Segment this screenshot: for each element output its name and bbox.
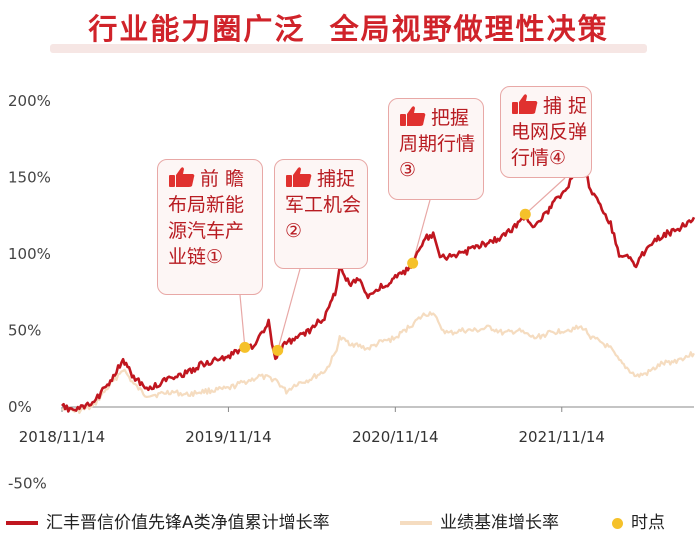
annotation-3-line-3: ③: [399, 159, 417, 181]
legend-item-fund: 汇丰晋信价值先锋A类净值累计增长率: [6, 508, 330, 538]
annotation-1-line-2: 布局新能: [168, 194, 245, 216]
y-tick-label: 0%: [8, 398, 32, 416]
legend-swatch-fund: [6, 521, 38, 525]
legend-swatch-benchmark: [400, 521, 432, 525]
annotation-2: 捕捉 军工机会 ②: [274, 159, 368, 269]
x-tick-label: 2020/11/14: [352, 428, 438, 446]
y-tick-label: 200%: [8, 92, 51, 110]
y-tick-label: 100%: [8, 245, 51, 263]
time-point-marker: [519, 208, 531, 220]
legend-item-markers: 时点: [612, 508, 665, 538]
series-benchmark-line: [61, 311, 695, 414]
headline-underline: [50, 44, 647, 53]
annotation-2-line-1: 捕捉: [317, 168, 356, 190]
time-point-marker: [239, 341, 251, 353]
legend-swatch-markers: [612, 517, 623, 529]
annotation-1: 前 瞻 布局新能 源汽车产 业链①: [157, 159, 263, 295]
thumbs-up-icon: [286, 167, 312, 187]
annotation-4-line-3: 行情④: [511, 147, 567, 169]
time-point-markers: [239, 208, 531, 356]
annotation-guide-line: [524, 177, 566, 215]
annotation-1-line-1: 前 瞻: [200, 168, 245, 190]
legend-item-benchmark: 业绩基准增长率: [400, 508, 559, 538]
legend-label-fund: 汇丰晋信价值先锋A类净值累计增长率: [46, 513, 330, 533]
time-point-marker: [407, 257, 419, 269]
annotation-3: 把握 周期行情 ③: [388, 98, 484, 200]
legend: 汇丰晋信价值先锋A类净值累计增长率 业绩基准增长率 时点: [0, 508, 697, 538]
chart: 200% 150% 100% 50% 0% -50% 2018/11/14 2019/11/…: [8, 92, 696, 493]
annotation-guide-line: [412, 199, 431, 264]
x-tick-label: 2019/11/14: [185, 428, 271, 446]
x-tick-label: 2018/11/14: [19, 428, 105, 446]
headline: 行业能力圈广泛 全局视野做理性决策: [88, 12, 609, 46]
thumbs-up-icon: [169, 167, 195, 187]
annotation-2-line-3: ②: [285, 220, 303, 242]
annotation-1-line-4: 业链①: [168, 246, 224, 268]
annotation-4: 捕 捉 电网反弹 行情④: [500, 86, 592, 178]
x-axis-ticks: 2018/11/14 2019/11/14 2020/11/14 2021/11/14: [19, 407, 605, 446]
y-tick-label: 150%: [8, 169, 51, 187]
series-fund-line: [61, 165, 696, 413]
annotation-2-line-2: 军工机会: [285, 194, 362, 216]
y-tick-label: 50%: [8, 322, 41, 340]
legend-label-benchmark: 业绩基准增长率: [440, 513, 559, 533]
legend-label-markers: 时点: [631, 513, 665, 533]
thumbs-up-icon: [512, 94, 538, 114]
annotation-4-line-2: 电网反弹: [511, 121, 588, 143]
time-point-marker: [272, 344, 284, 356]
annotation-1-line-3: 源汽车产: [168, 220, 245, 242]
annotation-guides: [239, 177, 566, 351]
annotation-3-line-2: 周期行情: [399, 133, 476, 155]
annotation-guide-line: [239, 294, 246, 348]
annotation-guide-line: [277, 268, 301, 351]
annotation-4-line-1: 捕 捉: [543, 95, 588, 117]
x-tick-label: 2021/11/14: [519, 428, 605, 446]
y-tick-label: -50%: [8, 475, 47, 493]
annotation-3-line-1: 把握: [431, 107, 470, 129]
y-axis-ticks: 200% 150% 100% 50% 0% -50%: [8, 92, 51, 493]
thumbs-up-icon: [400, 106, 426, 126]
